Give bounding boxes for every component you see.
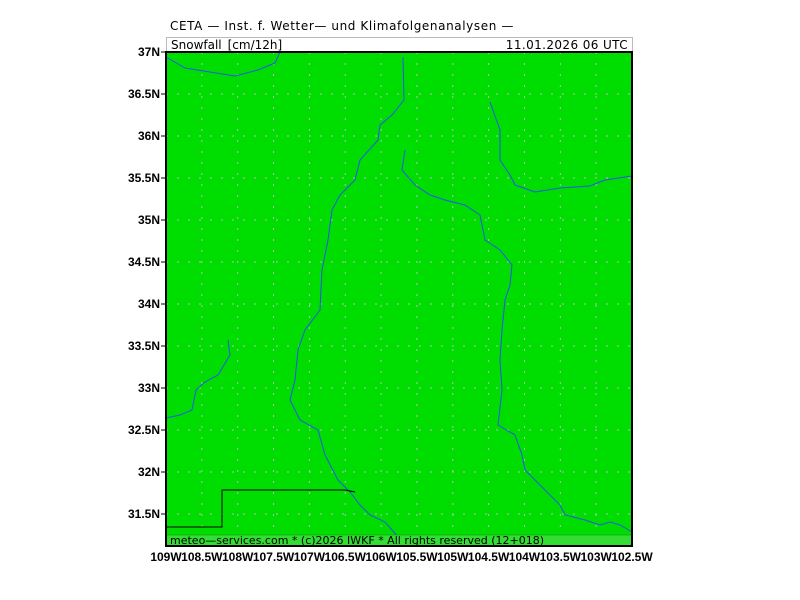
parameter-label: Snowfall_[cm/12h] bbox=[171, 38, 283, 52]
river-pecos bbox=[401, 149, 633, 533]
lon-tick-label: 104W bbox=[509, 550, 541, 564]
lon-tick-label: 107.5W bbox=[253, 550, 295, 564]
lat-tick-label: 34.5N bbox=[128, 255, 160, 269]
lat-tick-label: 36.5N bbox=[128, 87, 160, 101]
lon-tick-label: 106W bbox=[365, 550, 397, 564]
lon-tick-label: 108.5W bbox=[181, 550, 223, 564]
river-rio-grande bbox=[289, 56, 405, 538]
lon-tick-label: 107W bbox=[294, 550, 326, 564]
lat-tick-label: 35N bbox=[138, 213, 160, 227]
lat-tick-label: 32.5N bbox=[128, 423, 160, 437]
lat-tick-label: 31.5N bbox=[128, 507, 160, 521]
lon-tick-label: 106.5W bbox=[325, 550, 367, 564]
river-canadian bbox=[489, 101, 633, 193]
map-frame bbox=[165, 51, 633, 547]
lat-tick-label: 33N bbox=[138, 381, 160, 395]
lat-tick-label: 34N bbox=[138, 297, 160, 311]
lat-tick-label: 36N bbox=[138, 129, 160, 143]
chart-title: CETA — Inst. f. Wetter— und Klimafolgena… bbox=[170, 19, 514, 33]
lon-tick-label: 103W bbox=[580, 550, 612, 564]
river-north bbox=[165, 51, 281, 77]
lon-tick-label: 103.5W bbox=[540, 550, 582, 564]
lat-tick-label: 37N bbox=[138, 45, 160, 59]
map-background bbox=[166, 52, 632, 546]
state-border bbox=[166, 489, 356, 528]
lat-tick-label: 35.5N bbox=[128, 171, 160, 185]
lat-tick-label: 32N bbox=[138, 465, 160, 479]
lon-tick-label: 109W bbox=[150, 550, 182, 564]
footer-text: meteo—services.com * (c)2026 IWKF * All … bbox=[170, 534, 544, 547]
lat-tick-label: 33.5N bbox=[128, 339, 160, 353]
valid-time: 11.01.2026 06 UTC bbox=[505, 38, 628, 52]
lon-tick-label: 105W bbox=[437, 550, 469, 564]
lon-tick-label: 108W bbox=[222, 550, 254, 564]
grid-lines bbox=[166, 52, 632, 546]
lon-tick-label: 105.5W bbox=[396, 550, 438, 564]
river-gila bbox=[165, 339, 231, 419]
rivers bbox=[165, 51, 633, 538]
lon-tick-label: 102.5W bbox=[611, 550, 653, 564]
lon-tick-label: 104.5W bbox=[468, 550, 510, 564]
